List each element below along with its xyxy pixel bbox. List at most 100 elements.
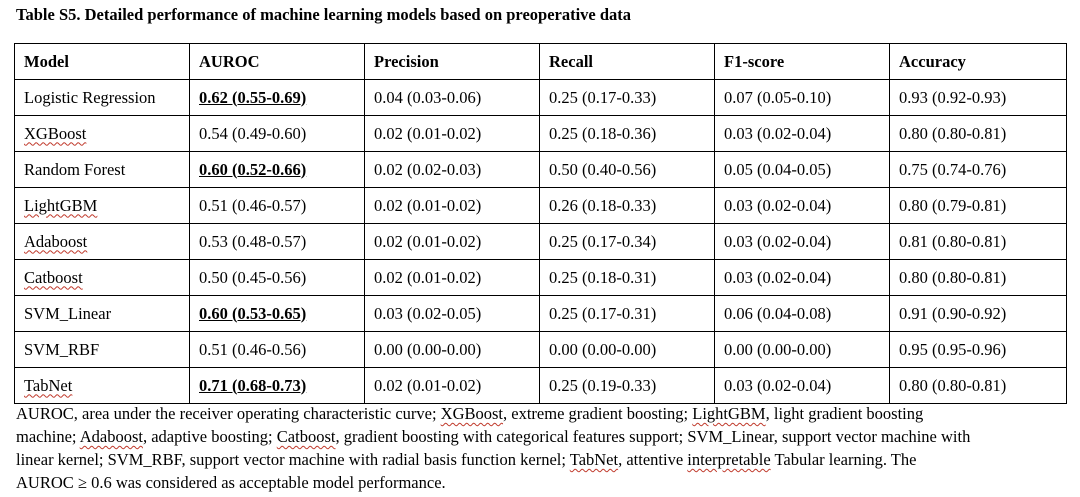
- cell-f1-text: 0.07 (0.05-0.10): [724, 87, 832, 107]
- cell-f1-text: 0.05 (0.04-0.05): [724, 159, 832, 179]
- footnote-line: linear kernel; SVM_RBF, support vector m…: [16, 450, 917, 469]
- cell-model-text: XGBoost: [24, 123, 87, 143]
- cell-auroc: 0.60 (0.53-0.65): [189, 295, 365, 332]
- performance-table: Model AUROC Precision Recall F1-score Ac…: [14, 43, 1067, 404]
- cell-precision-text: 0.02 (0.01-0.02): [374, 267, 482, 287]
- cell-precision-text: 0.02 (0.01-0.02): [374, 231, 482, 251]
- cell-f1: 0.03 (0.02-0.04): [714, 259, 890, 296]
- cell-model-text: Logistic Regression: [24, 87, 156, 107]
- cell-model-text: SVM_Linear: [24, 303, 112, 323]
- cell-auroc-text: 0.51 (0.46-0.57): [199, 195, 307, 215]
- cell-accuracy: 0.75 (0.74-0.76): [889, 151, 1067, 188]
- footnote-line: AUROC, area under the receiver operating…: [16, 404, 924, 423]
- cell-recall-text: 0.26 (0.18-0.33): [549, 195, 657, 215]
- cell-model: SVM_Linear: [14, 295, 190, 332]
- cell-model-text: SVM_RBF: [24, 339, 100, 359]
- cell-model: LightGBM: [14, 187, 190, 224]
- cell-f1: 0.03 (0.02-0.04): [714, 223, 890, 260]
- cell-model: Logistic Regression: [14, 79, 190, 116]
- cell-recall: 0.25 (0.18-0.36): [539, 115, 715, 152]
- cell-model: Random Forest: [14, 151, 190, 188]
- cell-auroc-text: 0.60 (0.52-0.66): [199, 159, 307, 179]
- cell-accuracy-text: 0.80 (0.80-0.81): [899, 123, 1007, 143]
- cell-recall: 0.25 (0.17-0.33): [539, 79, 715, 116]
- cell-recall: 0.25 (0.19-0.33): [539, 367, 715, 404]
- table-row: Logistic Regression 0.62 (0.55-0.69) 0.04 …: [14, 79, 1067, 116]
- cell-accuracy-text: 0.95 (0.95-0.96): [899, 339, 1007, 359]
- cell-model-text: Adaboost: [24, 231, 88, 251]
- cell-precision: 0.02 (0.01-0.02): [364, 187, 540, 224]
- cell-recall-text: 0.25 (0.18-0.36): [549, 123, 657, 143]
- header-accuracy: Accuracy: [889, 43, 1067, 80]
- cell-f1: 0.07 (0.05-0.10): [714, 79, 890, 116]
- cell-accuracy: 0.80 (0.80-0.81): [889, 259, 1067, 296]
- cell-auroc: 0.50 (0.45-0.56): [189, 259, 365, 296]
- header-recall: Recall: [539, 43, 715, 80]
- cell-f1: 0.03 (0.02-0.04): [714, 115, 890, 152]
- cell-precision: 0.02 (0.01-0.02): [364, 367, 540, 404]
- table-title: Table S5. Detailed performance of machin…: [16, 5, 632, 24]
- table-row: Catboost 0.50 (0.45-0.56) 0.02 (0.01-0.02)…: [14, 259, 1067, 296]
- cell-recall: 0.25 (0.17-0.31): [539, 295, 715, 332]
- cell-precision-text: 0.02 (0.01-0.02): [374, 195, 482, 215]
- cell-recall: 0.25 (0.17-0.34): [539, 223, 715, 260]
- cell-auroc: 0.62 (0.55-0.69): [189, 79, 365, 116]
- cell-accuracy-text: 0.80 (0.79-0.81): [899, 195, 1007, 215]
- cell-f1: 0.03 (0.02-0.04): [714, 187, 890, 224]
- cell-f1-text: 0.06 (0.04-0.08): [724, 303, 832, 323]
- cell-accuracy: 0.91 (0.90-0.92): [889, 295, 1067, 332]
- cell-precision: 0.04 (0.03-0.06): [364, 79, 540, 116]
- cell-auroc-text: 0.54 (0.49-0.60): [199, 123, 307, 143]
- cell-auroc-text: 0.53 (0.48-0.57): [199, 231, 307, 251]
- cell-precision-text: 0.02 (0.01-0.02): [374, 123, 482, 143]
- table-row: Random Forest 0.60 (0.52-0.66) 0.02 (0.02-…: [14, 151, 1067, 188]
- cell-auroc-text: 0.51 (0.46-0.56): [199, 339, 307, 359]
- cell-f1-text: 0.00 (0.00-0.00): [724, 339, 832, 359]
- cell-recall-text: 0.25 (0.19-0.33): [549, 375, 657, 395]
- header-precision: Precision: [364, 43, 540, 80]
- cell-recall: 0.25 (0.18-0.31): [539, 259, 715, 296]
- cell-f1-text: 0.03 (0.02-0.04): [724, 231, 832, 251]
- cell-f1: 0.03 (0.02-0.04): [714, 367, 890, 404]
- header-auroc: AUROC: [189, 43, 365, 80]
- cell-precision: 0.00 (0.00-0.00): [364, 331, 540, 368]
- cell-f1: 0.05 (0.04-0.05): [714, 151, 890, 188]
- cell-model: SVM_RBF: [14, 331, 190, 368]
- cell-model: Catboost: [14, 259, 190, 296]
- cell-accuracy-text: 0.93 (0.92-0.93): [899, 87, 1007, 107]
- cell-accuracy: 0.95 (0.95-0.96): [889, 331, 1067, 368]
- cell-accuracy-text: 0.80 (0.80-0.81): [899, 375, 1007, 395]
- cell-f1-text: 0.03 (0.02-0.04): [724, 123, 832, 143]
- cell-accuracy-text: 0.75 (0.74-0.76): [899, 159, 1007, 179]
- cell-accuracy: 0.80 (0.80-0.81): [889, 367, 1067, 404]
- cell-precision-text: 0.03 (0.02-0.05): [374, 303, 482, 323]
- cell-auroc: 0.51 (0.46-0.57): [189, 187, 365, 224]
- cell-auroc: 0.54 (0.49-0.60): [189, 115, 365, 152]
- table-row: TabNet 0.71 (0.68-0.73) 0.02 (0.01-0.02) 0.…: [14, 367, 1067, 404]
- spellcheck-word: Adaboost: [79, 427, 143, 446]
- cell-model-text: Catboost: [24, 267, 83, 287]
- cell-precision: 0.02 (0.01-0.02): [364, 223, 540, 260]
- cell-model: TabNet: [14, 367, 190, 404]
- cell-precision-text: 0.00 (0.00-0.00): [374, 339, 482, 359]
- cell-model-text: LightGBM: [24, 195, 98, 215]
- spellcheck-word: interpretable: [687, 450, 771, 469]
- cell-auroc-text: 0.71 (0.68-0.73): [199, 375, 307, 395]
- cell-accuracy: 0.81 (0.80-0.81): [889, 223, 1067, 260]
- cell-precision: 0.02 (0.02-0.03): [364, 151, 540, 188]
- cell-accuracy: 0.80 (0.79-0.81): [889, 187, 1067, 224]
- cell-f1: 0.00 (0.00-0.00): [714, 331, 890, 368]
- table-row: SVM_RBF 0.51 (0.46-0.56) 0.00 (0.00-0.00) 0…: [14, 331, 1067, 368]
- table-row: LightGBM 0.51 (0.46-0.57) 0.02 (0.01-0.02)…: [14, 187, 1067, 224]
- cell-recall-text: 0.25 (0.17-0.33): [549, 87, 657, 107]
- footnote-line: machine; Adaboost, adaptive boosting; Ca…: [16, 427, 971, 446]
- spellcheck-word: XGBoost: [440, 404, 504, 423]
- table-body: Logistic Regression 0.62 (0.55-0.69) 0.04 …: [14, 79, 1067, 404]
- header-model: Model: [14, 43, 190, 80]
- cell-f1-text: 0.03 (0.02-0.04): [724, 195, 832, 215]
- footnote-line: AUROC ≥ 0.6 was considered as acceptable…: [16, 473, 446, 492]
- cell-model: XGBoost: [14, 115, 190, 152]
- cell-recall: 0.50 (0.40-0.56): [539, 151, 715, 188]
- cell-recall: 0.00 (0.00-0.00): [539, 331, 715, 368]
- cell-recall-text: 0.00 (0.00-0.00): [549, 339, 657, 359]
